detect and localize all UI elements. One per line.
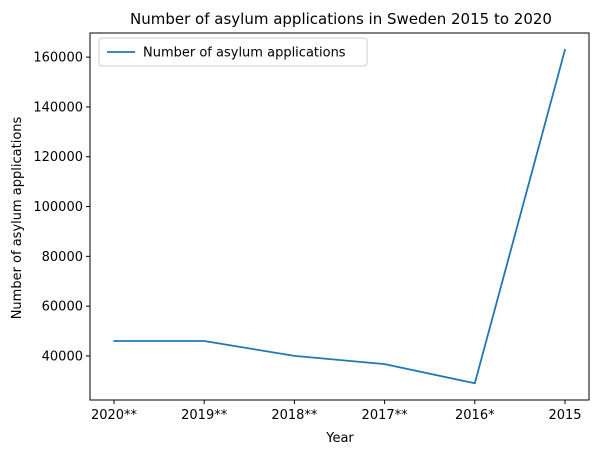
y-tick-label: 80000 <box>42 250 83 265</box>
plot-area <box>89 32 590 401</box>
x-tick-label: 2018** <box>271 408 318 423</box>
x-axis-label: Year <box>325 431 354 446</box>
y-tick-label: 120000 <box>33 150 83 165</box>
chart-title: Number of asylum applications in Sweden … <box>130 10 552 28</box>
series-line <box>113 48 566 385</box>
y-axis-label: Number of asylum applications <box>10 116 25 319</box>
x-axis-ticks: 2020** 2019** 2018** 2017** 2016* 2015 <box>91 400 582 423</box>
x-tick-label: 2019** <box>181 408 228 423</box>
y-tick-label: 60000 <box>42 300 83 315</box>
y-axis-ticks: 40000 60000 80000 100000 120000 140000 160000 <box>33 51 90 364</box>
legend-box <box>98 37 368 67</box>
legend-label: Number of asylum applications <box>143 46 346 61</box>
x-tick-label: 2017** <box>362 408 409 423</box>
y-tick-label: 100000 <box>33 200 83 215</box>
x-tick-label: 2020** <box>91 408 138 423</box>
y-tick-label: 160000 <box>33 51 83 66</box>
plot-frame <box>89 32 590 401</box>
series-layer <box>113 48 566 385</box>
y-tick-label: 40000 <box>42 349 83 364</box>
legend: Number of asylum applications <box>98 37 368 67</box>
x-tick-label: 2016* <box>455 408 495 423</box>
x-tick-label: 2015 <box>548 408 581 423</box>
y-tick-label: 140000 <box>33 100 83 115</box>
